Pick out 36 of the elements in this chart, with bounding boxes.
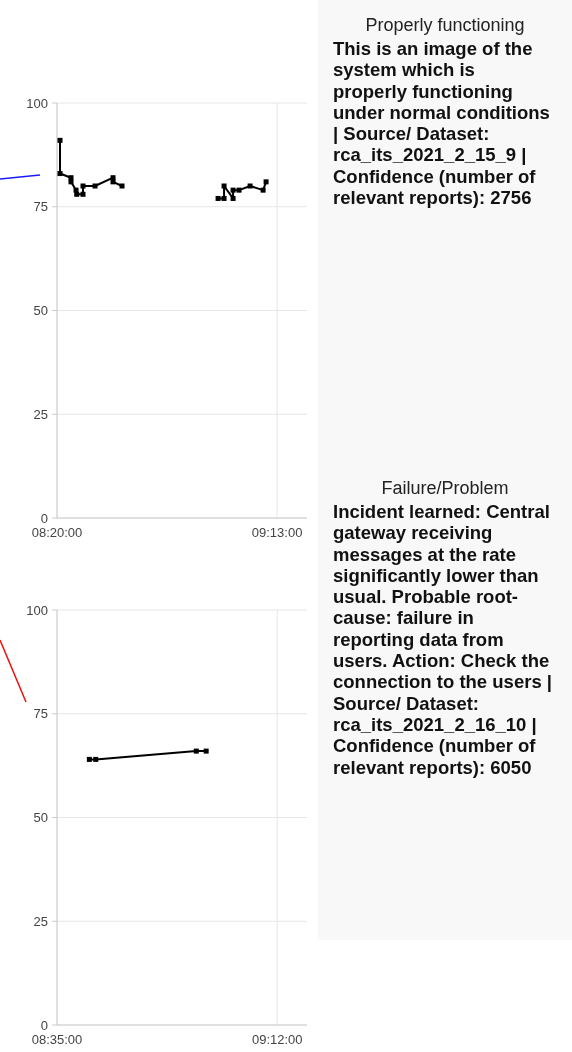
text: Failure/Problem [380,478,510,499]
text: This is an image of the system which is properly functioning under normal conditions | Source/ Dataset: rca_its_2021_2_15_9 | Confidence (number of relevant reports): 2756 [332,38,551,209]
point [221,183,227,189]
x-tick-label: 09:13:00 [251,525,303,540]
y-tick-label: 75 [33,199,48,215]
point [68,179,74,185]
point [74,191,80,197]
x-tick-label: 08:35:00 [31,1032,83,1047]
point [230,187,236,193]
y-tick-label: 100 [26,95,48,111]
x-tick-label: 08:20:00 [31,525,83,540]
point [92,183,98,189]
point [260,187,266,193]
y-tick-label: 0 [40,510,48,526]
y-tick-label: 75 [33,706,48,722]
y-tick-label: 25 [33,913,48,929]
point [263,179,269,185]
point [57,137,63,143]
x-tick-label: 09:12:00 [251,1032,303,1047]
y-tick-label: 25 [33,406,48,422]
point [80,191,86,197]
text: Properly functioning [364,15,526,36]
y-tick-label: 50 [33,303,48,319]
point [110,179,116,185]
point [119,183,125,189]
point [215,195,221,201]
y-tick-label: 100 [26,602,48,618]
y-tick-label: 50 [33,810,48,826]
text: Incident learned: Central gateway receiving messages at the rate significantly lower than usual. Probable root-cause: failure in reporting data from users. Action: Check the connection to the users | Source/ Dataset: rca_its_2021_2_16_10 | Confidence (number of relevant reports): 6050 [333,501,552,778]
point [57,171,63,177]
point [80,183,86,189]
point [221,195,227,201]
y-tick-label: 0 [40,1017,48,1033]
point [236,187,242,193]
point [247,183,253,189]
point [230,195,236,201]
